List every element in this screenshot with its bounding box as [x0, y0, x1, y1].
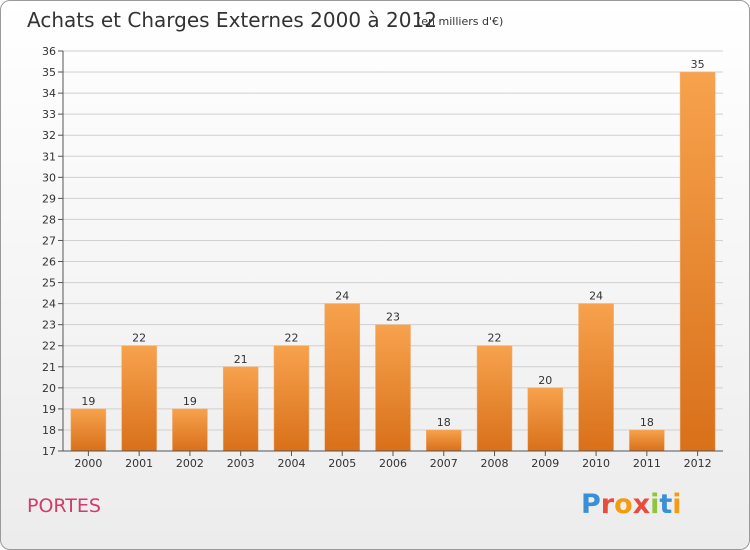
grid-lines — [63, 50, 723, 452]
bars — [70, 71, 716, 452]
data-label: 20 — [538, 374, 552, 387]
y-tick-label: 25 — [42, 277, 56, 290]
data-label: 22 — [488, 332, 502, 345]
data-label: 35 — [691, 58, 705, 71]
y-tick-label: 36 — [42, 45, 56, 58]
bar — [476, 345, 513, 452]
x-tick-label: 2010 — [582, 457, 610, 470]
y-axis-ticks: 17 18 19 20 21 22 23 24 25 26 27 28 29 30 31 32 33 34 35 36 — [42, 45, 63, 458]
y-tick-label: 18 — [42, 424, 56, 437]
y-tick-label: 20 — [42, 382, 56, 395]
data-label: 23 — [386, 311, 400, 324]
bar — [426, 429, 462, 452]
data-label: 18 — [437, 416, 451, 429]
bar — [578, 303, 614, 452]
proxiti-logo[interactable]: Proxiti — [581, 489, 682, 520]
data-label: 19 — [183, 395, 197, 408]
bar — [324, 303, 360, 452]
bar — [527, 387, 564, 452]
logo-letter: P — [581, 489, 601, 520]
data-label: 22 — [132, 332, 146, 345]
chart-title: Achats et Charges Externes 2000 à 2012 — [27, 8, 437, 32]
y-tick-label: 29 — [42, 192, 56, 205]
y-tick-label: 28 — [42, 213, 56, 226]
y-tick-label: 32 — [42, 129, 56, 142]
y-tick-label: 26 — [42, 256, 56, 269]
y-tick-label: 17 — [42, 445, 56, 458]
axes — [62, 51, 723, 452]
logo-letter: o — [614, 489, 633, 520]
y-tick-label: 21 — [42, 361, 56, 374]
chart-subtitle: (en milliers d'€) — [417, 15, 503, 28]
y-tick-label: 30 — [42, 171, 56, 184]
x-tick-label: 2001 — [125, 457, 153, 470]
bar — [222, 366, 259, 452]
data-labels: 19 22 19 21 22 24 23 18 22 20 24 18 35 — [81, 58, 704, 429]
bar — [375, 324, 411, 452]
town-name: PORTES — [27, 495, 101, 517]
data-label: 22 — [284, 332, 298, 345]
x-tick-label: 2004 — [277, 457, 305, 470]
bar — [121, 345, 157, 452]
logo-letter: i — [672, 489, 682, 520]
logo-letter: t — [659, 489, 673, 520]
data-label: 19 — [81, 395, 95, 408]
y-tick-label: 31 — [42, 150, 56, 163]
bar — [70, 408, 107, 452]
x-tick-label: 2000 — [74, 457, 102, 470]
x-tick-label: 2011 — [633, 457, 661, 470]
x-tick-label: 2002 — [176, 457, 204, 470]
x-tick-label: 2012 — [684, 457, 712, 470]
data-label: 24 — [335, 290, 349, 303]
data-label: 18 — [640, 416, 654, 429]
data-label: 21 — [234, 353, 248, 366]
y-tick-label: 23 — [42, 319, 56, 332]
logo-letter: r — [600, 489, 615, 520]
y-tick-label: 27 — [42, 234, 56, 247]
x-axis-ticks: 2000 2001 2002 2003 2004 2005 2006 2007 2008 2009… — [74, 451, 712, 470]
logo-letter: x — [632, 489, 651, 520]
y-tick-label: 34 — [42, 87, 56, 100]
y-tick-label: 19 — [42, 403, 56, 416]
bar — [679, 71, 716, 452]
x-tick-label: 2008 — [481, 457, 509, 470]
bar — [172, 408, 208, 452]
y-tick-label: 22 — [42, 340, 56, 353]
y-tick-label: 33 — [42, 108, 56, 121]
y-tick-label: 24 — [42, 298, 56, 311]
logo-letter: i — [650, 489, 660, 520]
x-tick-label: 2007 — [430, 457, 458, 470]
x-tick-label: 2005 — [328, 457, 356, 470]
bar — [273, 345, 310, 452]
x-tick-label: 2006 — [379, 457, 407, 470]
data-label: 24 — [589, 290, 603, 303]
y-tick-label: 35 — [42, 66, 56, 79]
x-tick-label: 2003 — [227, 457, 255, 470]
bar — [629, 429, 665, 452]
x-tick-label: 2009 — [531, 457, 559, 470]
